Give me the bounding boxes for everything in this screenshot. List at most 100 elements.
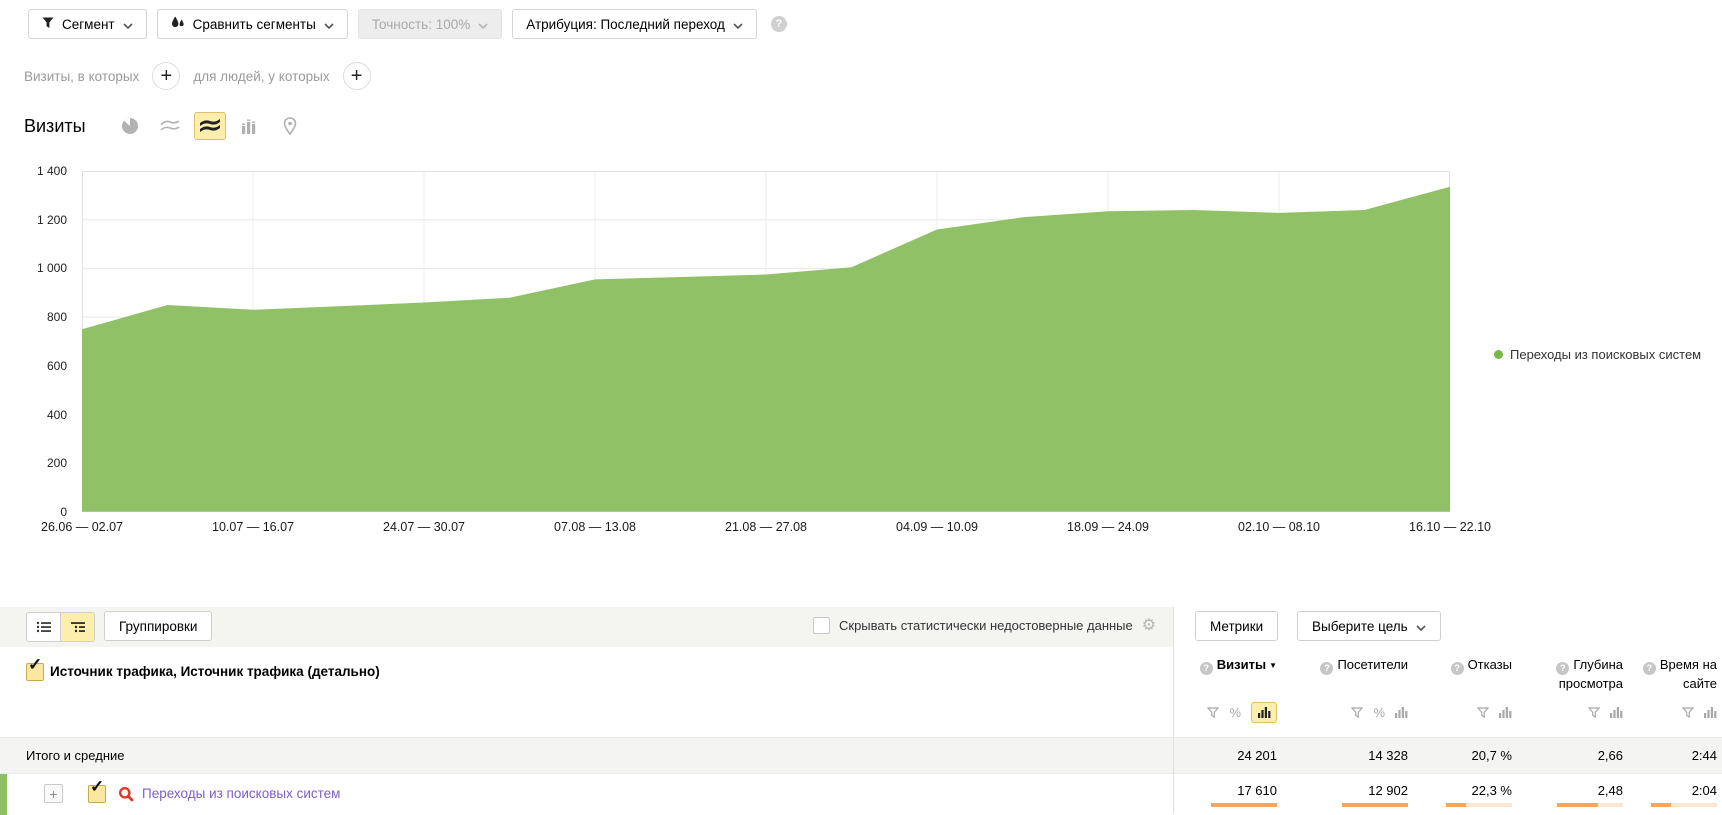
- legend-dot-icon: [1494, 350, 1503, 359]
- total-value: 2:44: [1691, 748, 1717, 763]
- bar-chart-filter-icon[interactable]: [1610, 707, 1623, 718]
- metric-column-filters: %%: [1173, 702, 1717, 723]
- metric-bar: [1651, 802, 1717, 807]
- attribution-button[interactable]: Атрибуция: Последний переход: [512, 9, 757, 39]
- totals-label: Итого и средние: [26, 748, 125, 763]
- help-icon[interactable]: ?: [1320, 662, 1334, 675]
- bar-chart-filter-icon[interactable]: [1251, 702, 1277, 723]
- line-chart-icon[interactable]: [154, 112, 186, 140]
- x-axis-label: 26.06 — 02.07: [40, 520, 124, 534]
- column-filter-icons: %: [1173, 702, 1277, 723]
- check-icon: ✓: [28, 655, 43, 674]
- hide-unreliable-group: Скрывать статистически недостоверные дан…: [813, 617, 1156, 634]
- chevron-down-icon: [123, 17, 133, 32]
- metric-bar: [1446, 802, 1512, 807]
- choose-goal-button[interactable]: Выберите цель: [1297, 611, 1441, 641]
- add-visit-condition-button[interactable]: +: [152, 62, 181, 90]
- check-icon: ✓: [90, 777, 105, 796]
- row-link[interactable]: Переходы из поисковых систем: [142, 786, 341, 801]
- chart-header: Визиты: [24, 112, 306, 140]
- x-axis-label: 24.07 — 30.07: [382, 520, 466, 534]
- funnel-filter-icon[interactable]: [1588, 707, 1600, 718]
- metric-column-headers: ? Визиты ▼? Посетители? Отказы? Глубина просм…: [1173, 656, 1717, 692]
- row-cells: 17 610 12 902 22,3 % 2,48 2:04: [1173, 774, 1717, 815]
- metric-value: 17 610: [1173, 774, 1277, 815]
- segment-filter-row: Визиты, в которых + для людей, у которых…: [24, 62, 371, 90]
- column-label: Визиты: [1216, 657, 1267, 672]
- segment-button-label: Сегмент: [62, 16, 115, 32]
- column-header[interactable]: ? Посетители: [1277, 656, 1408, 692]
- y-axis-label: 1 200: [36, 212, 67, 227]
- column-header[interactable]: ? Визиты ▼: [1173, 656, 1277, 692]
- column-label: Посетители: [1337, 657, 1408, 672]
- list-view-icon[interactable]: [27, 613, 60, 641]
- groupings-button-label: Группировки: [119, 618, 198, 634]
- funnel-filter-icon[interactable]: [1351, 707, 1364, 718]
- column-header[interactable]: ? Глубина просмотра: [1512, 656, 1623, 692]
- percent-icon[interactable]: %: [1373, 705, 1385, 720]
- column-label: Глубина просмотра: [1558, 657, 1623, 691]
- funnel-filter-icon[interactable]: [1207, 707, 1220, 718]
- hide-unreliable-checkbox[interactable]: [813, 617, 830, 634]
- pie-chart-icon[interactable]: [114, 112, 146, 140]
- help-icon[interactable]: ?: [770, 16, 787, 32]
- column-chart-icon[interactable]: [234, 112, 266, 140]
- row-checkbox[interactable]: ✓: [88, 778, 106, 803]
- metric-value: 12 902: [1277, 774, 1408, 815]
- visits-area-chart: [82, 171, 1450, 513]
- dimension-checkbox[interactable]: ✓: [26, 656, 44, 681]
- y-axis-label: 800: [46, 310, 67, 325]
- metrics-button[interactable]: Метрики: [1195, 611, 1279, 641]
- funnel-filter-icon[interactable]: [1477, 707, 1489, 718]
- funnel-filter-icon[interactable]: [1682, 707, 1694, 718]
- x-axis-label: 10.07 — 16.07: [211, 520, 295, 534]
- chart-title: Визиты: [24, 115, 86, 136]
- gear-icon[interactable]: ⚙: [1141, 616, 1157, 634]
- chevron-down-icon: [478, 17, 488, 32]
- precision-button: Точность: 100%: [357, 9, 503, 39]
- totals-row: Итого и средние 24 201 14 328 20,7 % 2,66 2:…: [0, 737, 1722, 774]
- y-axis-label: 1 000: [36, 261, 67, 276]
- compare-segments-button[interactable]: Сравнить сегменты: [156, 9, 348, 39]
- area-chart-icon[interactable]: [193, 112, 226, 140]
- percent-icon[interactable]: %: [1229, 705, 1241, 720]
- help-icon[interactable]: ?: [1642, 662, 1656, 675]
- chart-type-switcher: [114, 112, 306, 140]
- metric-bar: [1211, 802, 1277, 807]
- help-icon[interactable]: ?: [1450, 662, 1464, 675]
- help-icon[interactable]: ?: [1199, 662, 1213, 675]
- tree-view-icon[interactable]: [60, 613, 94, 641]
- map-pin-icon[interactable]: [274, 112, 306, 140]
- column-header[interactable]: ? Время на сайте: [1623, 656, 1717, 692]
- row-accent-bar: [0, 774, 7, 815]
- metric-bar: [1557, 802, 1623, 807]
- y-axis-label: 200: [46, 456, 67, 471]
- y-axis-label: 600: [46, 358, 67, 373]
- help-icon[interactable]: ?: [1556, 662, 1570, 675]
- toolbar: Сегмент Сравнить сегменты Точность: 100%…: [28, 9, 787, 39]
- column-filter-icons: [1512, 702, 1623, 723]
- y-axis-label: 1 400: [36, 164, 67, 178]
- bar-chart-filter-icon[interactable]: [1704, 707, 1717, 718]
- totals-cells: 24 201 14 328 20,7 % 2,66 2:44: [1173, 738, 1717, 774]
- expand-row-button[interactable]: +: [44, 784, 63, 803]
- table-controls: Метрики Выберите цель Группировки Скрыва…: [0, 607, 1722, 647]
- add-people-condition-button[interactable]: +: [342, 62, 371, 90]
- column-filter-icons: [1408, 702, 1512, 723]
- chart-legend: Переходы из поисковых систем: [1494, 347, 1701, 362]
- groupings-button[interactable]: Группировки: [104, 611, 213, 641]
- metric-bar: [1342, 802, 1408, 807]
- bar-chart-filter-icon[interactable]: [1395, 707, 1408, 718]
- precision-label: Точность: 100%: [371, 16, 471, 32]
- people-filter-label: для людей, у которых: [193, 68, 330, 84]
- y-axis: 1 400 1 200 1 000 800 600 400 200 0: [0, 164, 74, 519]
- bar-chart-filter-icon[interactable]: [1499, 707, 1512, 718]
- column-filter-icons: [1623, 702, 1717, 723]
- x-axis-label: 02.10 — 08.10: [1237, 520, 1321, 534]
- drops-icon: [171, 16, 185, 32]
- segment-button[interactable]: Сегмент: [28, 9, 147, 39]
- column-header[interactable]: ? Отказы: [1408, 656, 1512, 692]
- hide-unreliable-label: Скрывать статистически недостоверные дан…: [839, 618, 1133, 633]
- table-row: + ✓ Переходы из поисковых систем 17 610 1…: [0, 773, 1722, 815]
- metric-value: 2:04: [1623, 774, 1717, 815]
